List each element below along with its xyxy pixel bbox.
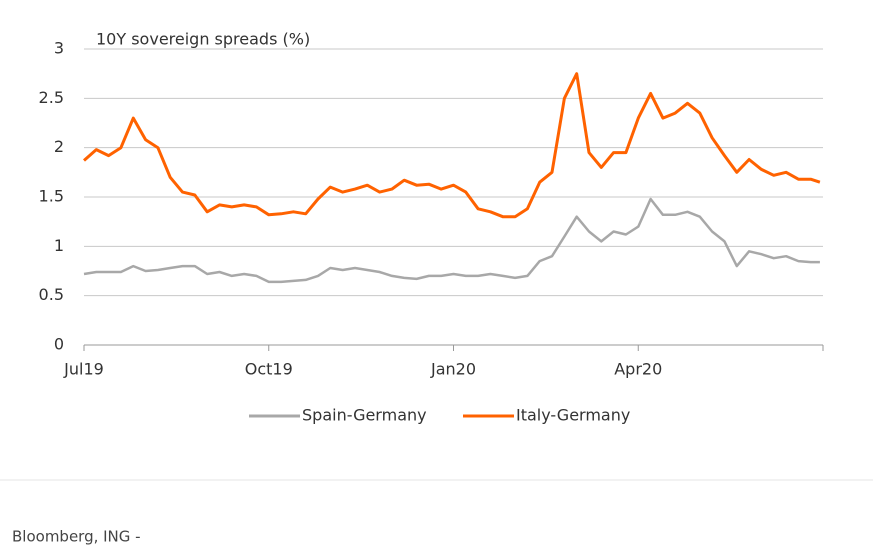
- x-tick-label: Jul19: [63, 360, 104, 379]
- y-tick-label: 1.5: [39, 187, 64, 206]
- y-tick-label: 3: [54, 39, 64, 58]
- y-tick-label: 2: [54, 137, 64, 156]
- y-tick-label: 0: [54, 335, 64, 354]
- x-tick-label: Apr20: [614, 360, 662, 379]
- x-tick-label: Oct19: [245, 360, 293, 379]
- legend-label: Spain-Germany: [302, 406, 427, 425]
- x-tick-label: Jan20: [430, 360, 476, 379]
- legend-label: Italy-Germany: [516, 406, 630, 425]
- series-line: [83, 197, 820, 284]
- chart-title: 10Y sovereign spreads (%): [96, 30, 310, 49]
- y-tick-label: 1: [54, 236, 64, 255]
- source: Bloomberg, ING -: [12, 528, 141, 546]
- series-line: [83, 72, 821, 219]
- y-tick-label: 0.5: [39, 285, 64, 304]
- y-tick-label: 2.5: [39, 88, 64, 107]
